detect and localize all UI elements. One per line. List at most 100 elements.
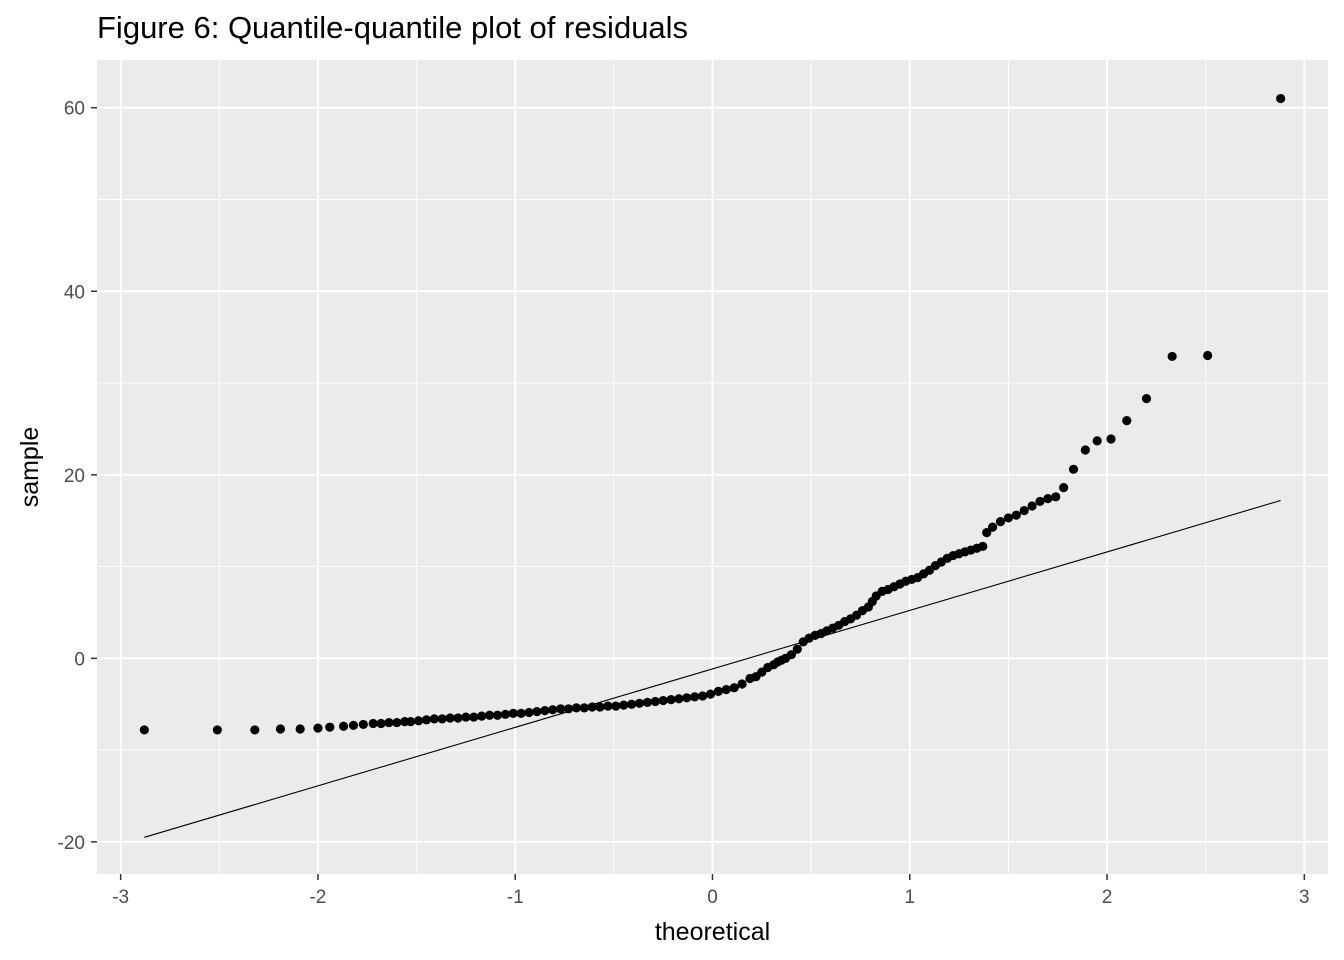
data-point [429,714,439,724]
data-point [358,719,368,730]
x-tick-label: -1 [507,887,524,908]
y-axis: -20 0 20 40 60 [58,99,97,854]
major-gridlines [97,60,1328,874]
data-point [690,692,700,702]
data-point [139,725,149,735]
data-point [524,707,534,718]
data-point [275,724,286,734]
data-point [437,714,447,724]
data-point [674,694,684,704]
data-point [313,723,323,733]
data-point [1203,350,1213,361]
data-point [500,709,510,719]
data-point [571,703,581,713]
data-point [1068,464,1079,474]
data-point [384,717,394,728]
data-point [1122,416,1132,426]
reference-line [144,499,1281,838]
data-point [579,703,589,713]
data-point [995,517,1006,527]
data-point [406,717,416,727]
data-point [392,717,402,728]
data-point [587,702,597,712]
x-axis-title: theoretical [655,918,770,946]
data-point [555,704,566,714]
data-point [634,698,645,708]
data-point [666,695,676,705]
data-point [1019,505,1029,516]
x-tick-label: 1 [904,887,915,908]
data-point [1011,510,1021,520]
data-point [250,725,260,735]
data-point [792,644,802,654]
data-point [1092,436,1102,446]
reference-line-group [144,499,1281,838]
data-point [1080,445,1090,455]
data-point [484,710,495,720]
data-point [705,689,716,699]
x-tick-label: -3 [112,887,129,908]
data-point [1003,513,1014,523]
data-point [540,706,550,716]
data-point [1051,492,1061,502]
data-point [413,716,424,726]
data-point [421,715,432,725]
data-point [212,725,222,735]
data-point [627,699,637,709]
data-point [453,713,463,723]
data-point [1043,494,1053,504]
data-point [682,693,692,703]
x-tick-label: 3 [1299,887,1310,908]
data-point [786,650,797,660]
y-tick-label: 20 [64,466,85,487]
data-points [139,93,1286,735]
data-point [603,701,613,711]
chart-title: Figure 6: Quantile-quantile plot of resi… [97,10,689,45]
data-point [548,705,558,715]
data-point [376,718,386,729]
data-point [508,708,518,719]
data-point [619,700,629,710]
y-tick-label: -20 [58,833,85,854]
y-axis-title: sample [16,427,44,508]
x-axis: -3 -2 -1 0 1 2 3 [112,874,1310,908]
data-point [982,528,992,538]
data-point [477,711,487,721]
data-point [698,691,708,701]
data-point [445,713,455,723]
x-tick-label: 0 [707,887,718,908]
x-tick-label: 2 [1102,887,1113,908]
data-point [642,697,652,707]
data-point [650,696,660,707]
data-point [1141,394,1152,404]
data-point [595,702,605,712]
data-point [532,706,542,717]
data-point [721,684,731,695]
data-point [461,712,471,722]
data-point [1106,434,1116,444]
data-point [469,712,479,722]
data-point [516,708,526,719]
data-point [1035,496,1045,507]
data-point [978,541,988,551]
data-point [338,721,349,731]
data-point [1059,483,1069,493]
data-point [492,710,503,720]
y-tick-label: 40 [64,282,85,303]
data-point [988,522,998,532]
data-point [1027,501,1037,511]
data-point [611,701,621,711]
y-tick-label: 60 [64,99,85,120]
data-point [737,679,747,689]
data-point [658,695,668,706]
data-point [1276,93,1286,104]
data-point [563,704,574,714]
data-point [348,720,359,730]
y-tick-label: 0 [74,649,85,670]
data-point [368,718,378,729]
data-point [713,686,724,696]
data-point [729,683,739,693]
data-point [1167,351,1177,362]
data-point [295,724,305,734]
